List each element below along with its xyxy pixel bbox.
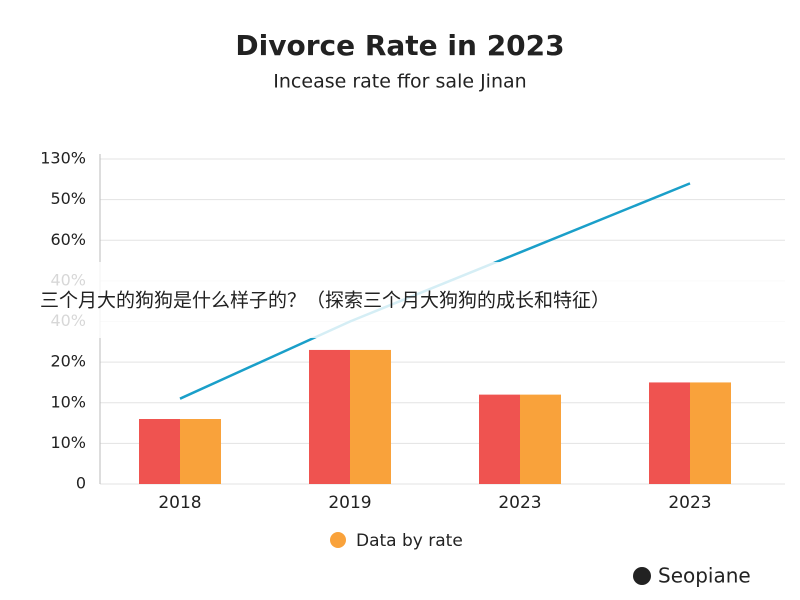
- y-tick-label: 0: [76, 474, 86, 493]
- y-tick-label: 10%: [50, 433, 86, 452]
- brand-icon: [633, 567, 651, 585]
- bar: [309, 349, 350, 484]
- y-tick-label: 50%: [50, 189, 86, 208]
- bar: [690, 382, 731, 484]
- legend-swatch: [330, 532, 346, 548]
- bar: [350, 349, 391, 484]
- x-tick-label: 2019: [328, 493, 371, 513]
- chart-title: Divorce Rate in 2023: [235, 29, 564, 62]
- y-tick-label: 130%: [40, 149, 86, 168]
- x-tick-label: 2018: [158, 493, 201, 513]
- banner-text: 三个月大的狗狗是什么样子的？（探索三个月大狗狗的成长和特征）: [40, 290, 610, 312]
- legend-label: Data by rate: [356, 531, 463, 551]
- x-tick-label: 2023: [668, 493, 711, 513]
- bar: [180, 419, 221, 484]
- bar: [139, 419, 180, 484]
- banner-background: [0, 262, 800, 338]
- brand-name: Seopiane: [658, 564, 751, 588]
- chart-subtitle: Incease rate ffor sale Jinan: [273, 71, 526, 93]
- y-tick-label: 20%: [50, 352, 86, 371]
- x-tick-label: 2023: [498, 493, 541, 513]
- bar: [479, 394, 520, 484]
- y-tick-label: 60%: [50, 230, 86, 249]
- bar: [520, 394, 561, 484]
- bar: [649, 382, 690, 484]
- y-tick-label: 10%: [50, 392, 86, 411]
